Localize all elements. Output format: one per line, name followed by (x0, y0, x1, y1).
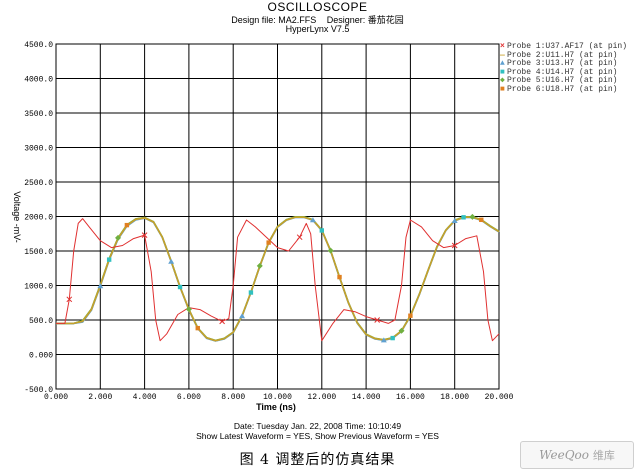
legend-marker-icon: — (500, 50, 505, 60)
x-tick-label: 16.000 (396, 393, 425, 402)
tool-version: HyperLynx V7.5 (285, 24, 350, 34)
watermark-cjk: 维库 (592, 449, 615, 462)
marker-probe-3 (97, 283, 104, 289)
y-tick-label: 3500.0 (24, 110, 53, 119)
marker-probe-4 (319, 228, 324, 233)
designer-label: Designer: 番茄花园 (326, 15, 404, 25)
marker-probe-3 (309, 217, 316, 223)
design-info-line: Design file: MA2.FFS Designer: 番茄花园 (0, 13, 635, 26)
marker-probe-6 (479, 217, 484, 223)
legend-item-probe-5: ◆ Probe 5:U16.H7 (at pin) (500, 76, 627, 86)
chart-title: OSCILLOSCOPE (267, 0, 368, 14)
legend-marker-icon: ▲ (500, 59, 505, 68)
marker-probe-1 (66, 296, 73, 303)
y-tick-label: 0.000 (29, 352, 53, 361)
x-axis-label: Time (ns) (256, 402, 296, 412)
legend-marker-icon: ■ (500, 84, 505, 94)
y-axis-label: Voltage -mV- (12, 191, 22, 243)
x-tick-label: 12.000 (307, 393, 336, 402)
marker-probe-4 (390, 335, 395, 341)
y-tick-label: 4500.0 (24, 41, 53, 50)
x-tick-labels: 0.000 2.000 4.000 6.000 8.000 10.000 12.000 14.… (44, 393, 514, 402)
legend-label: Probe 6:U18.H7 (at pin) (507, 84, 618, 94)
marker-probe-6 (266, 240, 271, 245)
marker-probe-6 (337, 274, 342, 280)
marker-probe-4 (177, 284, 183, 290)
x-tick-label: 14.000 (352, 393, 381, 402)
chart-traces (56, 216, 500, 342)
legend-label: Probe 2:U11.H7 (at pin) (507, 50, 618, 60)
x-tick-label: 6.000 (177, 393, 201, 402)
y-tick-label: 1500.0 (24, 248, 53, 257)
legend-item-probe-2: — Probe 2:U11.H7 (at pin) (500, 50, 627, 61)
legend-item-probe-6: ■ Probe 6:U18.H7 (at pin) (500, 84, 627, 95)
waveform-options-line: Show Latest Waveform = YES, Show Previou… (196, 431, 439, 441)
x-tick-label: 10.000 (263, 393, 292, 402)
marker-probe-3 (451, 217, 458, 223)
marker-probe-4 (461, 215, 466, 220)
chart-markers (66, 213, 484, 343)
marker-probe-3 (239, 313, 246, 319)
marker-probe-6 (124, 222, 130, 228)
legend-label: Probe 4:U14.H7 (at pin) (507, 67, 618, 77)
legend-marker-icon: ■ (500, 67, 505, 77)
chart-legend: × Probe 1:U37.AF17 (at pin) — Probe 2:U11.H… (500, 42, 628, 95)
marker-probe-5 (185, 306, 192, 313)
date-time-line: Date: Tuesday Jan. 22, 2008 Time: 10:10:… (233, 421, 402, 431)
marker-probe-4 (106, 257, 112, 262)
x-tick-label: 2.000 (88, 393, 112, 402)
marker-probe-5 (398, 327, 405, 334)
legend-marker-icon: × (500, 42, 505, 51)
marker-probe-1 (374, 317, 381, 323)
marker-probe-3 (380, 337, 387, 343)
x-tick-label: 4.000 (133, 393, 157, 402)
marker-probe-6 (195, 325, 200, 331)
trace-probe-2 (56, 216, 500, 342)
y-tick-label: 3000.0 (24, 145, 53, 154)
legend-label: Probe 3:U13.H7 (at pin) (507, 59, 618, 68)
marker-probe-6 (408, 313, 413, 318)
legend-item-probe-3: ▲ Probe 3:U13.H7 (at pin) (500, 59, 627, 69)
chart-grid (55, 43, 500, 390)
design-file-label: Design file: MA2.FFS (231, 15, 317, 25)
marker-probe-4 (248, 290, 254, 295)
watermark-logo: WeeQoo 维库 (520, 441, 634, 469)
marker-probe-3 (168, 258, 175, 264)
x-tick-label: 8.000 (221, 393, 245, 402)
trace-probe-1 (56, 218, 500, 342)
x-tick-label: 18.000 (440, 393, 469, 402)
y-tick-label: -500.0 (24, 386, 53, 395)
y-tick-label: 2500.0 (24, 179, 53, 188)
x-tick-label: 20.000 (485, 393, 514, 402)
watermark-latin: WeeQoo (539, 448, 590, 462)
y-tick-label: 1000.0 (24, 283, 53, 292)
marker-probe-5 (256, 262, 263, 269)
marker-probe-1 (219, 318, 225, 325)
y-tick-label: 500.0 (29, 317, 53, 326)
legend-item-probe-4: ■ Probe 4:U14.H7 (at pin) (500, 67, 627, 78)
x-tick-label: 0.000 (44, 393, 68, 402)
marker-probe-1 (451, 242, 458, 249)
marker-probe-1 (296, 234, 303, 241)
legend-item-probe-1: × Probe 1:U37.AF17 (at pin) (500, 42, 628, 52)
legend-label: Probe 5:U16.H7 (at pin) (507, 76, 618, 85)
legend-marker-icon: ◆ (500, 76, 505, 85)
marker-probe-5 (115, 234, 122, 241)
marker-probe-1 (141, 232, 148, 238)
marker-probe-5 (327, 247, 334, 254)
marker-probe-5 (469, 213, 476, 220)
y-tick-label: 4000.0 (24, 76, 53, 85)
y-tick-labels: -500.0 0.000 500.0 1000.0 1500.0 2000.0 2500.0… (24, 41, 53, 395)
y-tick-label: 2000.0 (24, 214, 53, 223)
figure-caption: 图 4 调整后的仿真结果 (239, 452, 396, 468)
legend-label: Probe 1:U37.AF17 (at pin) (507, 42, 628, 51)
